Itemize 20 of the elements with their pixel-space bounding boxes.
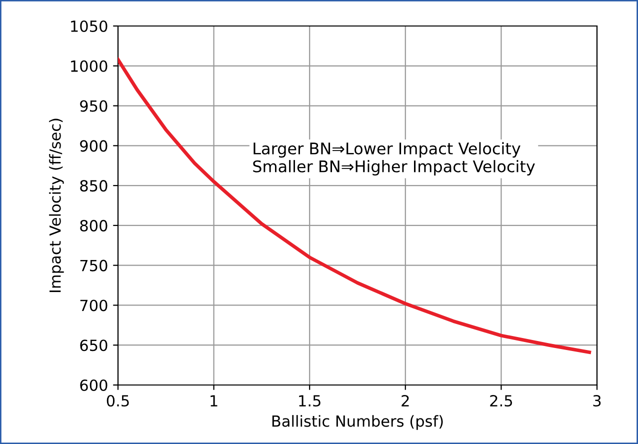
- x-tick-label: 1: [210, 395, 218, 406]
- x-tick-label: 2: [402, 394, 409, 406]
- y-axis-title: Impact Velocity (ff/sec): [49, 118, 64, 292]
- line-series: [118, 58, 592, 354]
- y-tick-label: 750: [80, 260, 108, 272]
- x-tick-label: 3: [593, 394, 601, 407]
- annotation: Larger BN⇒Lower Impact Velocity Smaller BN⇒Higher Impact Velocity: [253, 142, 535, 176]
- y-tick-label: 900: [80, 140, 108, 152]
- y-tick-label: 650: [80, 340, 108, 352]
- y-tick-label: 850: [80, 180, 108, 192]
- y-tick-label: 600: [80, 379, 108, 392]
- x-tick-label: 1.5: [299, 395, 320, 407]
- y-tick-label: 1050: [71, 20, 108, 32]
- y-tick-label: 950: [80, 100, 108, 112]
- y-tick-label: 700: [80, 300, 108, 312]
- y-tick-label: 800: [80, 220, 108, 232]
- x-axis-title: Ballistic Numbers (psf): [272, 415, 443, 430]
- x-tick-label: 2.5: [490, 394, 512, 407]
- x-tick-label: 0.5: [106, 394, 129, 407]
- y-tick-label: 1000: [71, 60, 108, 72]
